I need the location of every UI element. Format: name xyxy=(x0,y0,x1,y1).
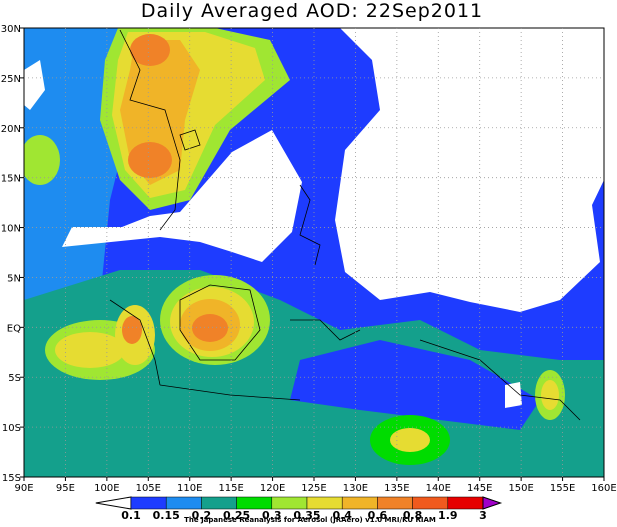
colorbar-label: 0.3 xyxy=(262,509,282,522)
lat-label: 30N xyxy=(1,24,21,35)
colorbar-box xyxy=(130,496,167,510)
colorbar: 0.1 0.15 0.2 0.25 0.3 0.35 0.4 0.6 0.8 1.9 3 xyxy=(95,496,503,522)
colorbar-box xyxy=(447,496,484,510)
field-area xyxy=(24,135,60,185)
lat-label: EQ xyxy=(7,323,21,334)
field-area xyxy=(62,130,302,262)
lon-label: 115E xyxy=(218,483,243,494)
lat-label: 20N xyxy=(1,124,21,135)
field-area xyxy=(128,142,172,178)
colorbar-label: 0.25 xyxy=(223,509,250,522)
lon-label: 90E xyxy=(14,483,33,494)
lat-label: 5S xyxy=(8,373,21,384)
lon-label: 110E xyxy=(177,483,202,494)
colorbar-label: 0.6 xyxy=(368,509,388,522)
colorbar-box xyxy=(341,496,378,510)
colorbar-label: 0.4 xyxy=(332,509,352,522)
colorbar-label: 0.1 xyxy=(121,509,141,522)
lon-label: 105E xyxy=(136,483,161,494)
lon-label: 140E xyxy=(426,483,451,494)
field-area xyxy=(122,316,142,344)
lat-label: 15S xyxy=(2,473,21,484)
aod-field xyxy=(24,28,604,477)
field-area xyxy=(130,34,170,66)
lon-label: 130E xyxy=(343,483,368,494)
colorbar-label: 1.9 xyxy=(438,509,458,522)
colorbar-box xyxy=(271,496,308,510)
colorbar-label: 3 xyxy=(479,509,487,522)
lon-label: 155E xyxy=(550,483,575,494)
credit: The Japanese Reanalysis for Aerosol (JRA… xyxy=(184,516,436,524)
lat-label: 10N xyxy=(1,224,21,235)
field-area xyxy=(335,28,604,312)
colorbar-box xyxy=(412,496,449,510)
lon-label: 135E xyxy=(384,483,409,494)
lon-label: 160E xyxy=(591,483,616,494)
coastline xyxy=(109,29,581,421)
field-area xyxy=(390,428,430,452)
colorbar-box xyxy=(236,496,273,510)
field-area xyxy=(24,60,45,110)
colorbar-label: 0.15 xyxy=(153,509,180,522)
colorbar-box xyxy=(201,496,237,510)
lat-label: 15N xyxy=(1,174,21,185)
lon-label: 150E xyxy=(508,483,533,494)
title: Daily Averaged AOD: 22Sep2011 xyxy=(141,0,483,22)
colorbar-box xyxy=(165,496,202,510)
field-area xyxy=(290,340,540,430)
lon-label: 95E xyxy=(56,483,75,494)
colorbar-end xyxy=(482,496,503,510)
colorbar-end xyxy=(95,496,132,510)
lon-label: 100E xyxy=(94,483,119,494)
colorbar-box xyxy=(377,496,413,510)
lat-label: 25N xyxy=(1,74,21,85)
axes: 90E 95E 100E 105E 110E 115E 120E 125E 130E 135E 14… xyxy=(1,24,617,494)
colorbar-box xyxy=(306,496,343,510)
colorbar-label: 0.8 xyxy=(403,509,423,522)
colorbar-label: 0.35 xyxy=(293,509,320,522)
field-area xyxy=(541,380,559,410)
lat-label: 5N xyxy=(7,273,21,284)
lon-label: 145E xyxy=(467,483,492,494)
lon-label: 120E xyxy=(260,483,285,494)
field-area xyxy=(55,332,125,368)
lon-label: 125E xyxy=(301,483,326,494)
lat-label: 10S xyxy=(2,423,21,434)
field-area xyxy=(192,314,228,342)
field-area xyxy=(505,382,522,408)
colorbar-label: 0.2 xyxy=(192,509,212,522)
